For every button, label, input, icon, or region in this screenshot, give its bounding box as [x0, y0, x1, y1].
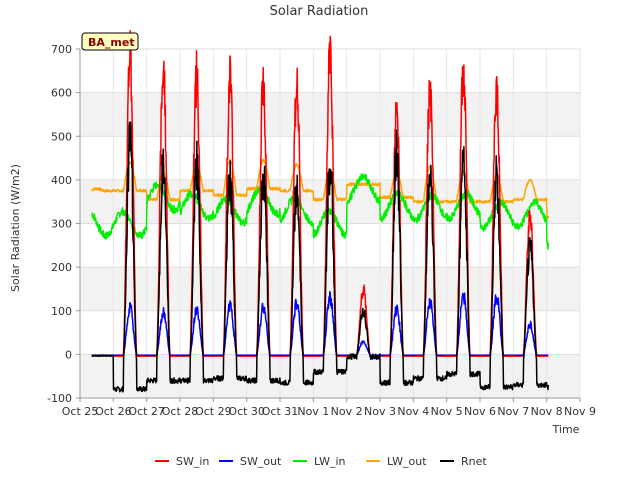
- plot-band: [80, 354, 580, 398]
- series-layer: [91, 29, 550, 393]
- y-tick-label: 200: [51, 261, 72, 274]
- legend-label-lw-in: LW_in: [314, 455, 346, 468]
- x-tick-label: Nov 6: [464, 405, 496, 418]
- legend-label-sw-out: SW_out: [240, 455, 282, 468]
- site-badge-box: [81, 32, 139, 51]
- y-tick-label: 500: [51, 130, 72, 143]
- legend: SW_in SW_out LW_in LW_out Rnet: [155, 455, 487, 468]
- legend-label-lw-out: LW_out: [387, 455, 427, 468]
- x-tick-label: Nov 2: [331, 405, 363, 418]
- y-tick-label: 400: [51, 174, 72, 187]
- x-tick-label: Nov 8: [531, 405, 563, 418]
- legend-label-rnet: Rnet: [461, 455, 487, 468]
- x-axis-title: Time: [552, 423, 580, 436]
- series-line-sw-out: [91, 290, 549, 356]
- x-tick-label: Oct 27: [128, 405, 165, 418]
- y-tick-label: 700: [51, 43, 72, 56]
- x-tick-label: Oct 30: [228, 405, 265, 418]
- chart-title: Solar Radiation: [270, 4, 369, 19]
- x-tick-label: Nov 1: [297, 405, 329, 418]
- legend-label-sw-in: SW_in: [176, 455, 209, 468]
- y-axis-title: Solar Radiation (W/m2): [9, 164, 22, 292]
- series-line-sw-in: [91, 29, 549, 357]
- series-line-rnet: [91, 121, 550, 393]
- x-tick-label: Oct 28: [162, 405, 199, 418]
- y-tick-label: 0: [65, 348, 72, 361]
- y-tick-label: 300: [51, 218, 72, 231]
- site-badge-label: BA_met: [88, 36, 135, 49]
- x-tick-label: Nov 5: [431, 405, 463, 418]
- x-tick-label: Nov 4: [397, 405, 429, 418]
- site-badge: BA_met: [81, 32, 139, 51]
- x-tick-label: Oct 29: [195, 405, 232, 418]
- x-tick-label: Nov 3: [364, 405, 396, 418]
- y-tick-label: -100: [47, 392, 72, 405]
- x-tick-label: Nov 7: [497, 405, 529, 418]
- x-tick-label: Oct 25: [62, 405, 99, 418]
- x-tick-label: Oct 31: [262, 405, 299, 418]
- x-tick-label: Oct 26: [95, 405, 132, 418]
- y-tick-label: 100: [51, 305, 72, 318]
- plot-band: [80, 92, 580, 137]
- series-line-lw-in: [91, 173, 550, 250]
- y-tick-label: 600: [51, 87, 72, 100]
- x-tick-label: Nov 9: [564, 405, 596, 418]
